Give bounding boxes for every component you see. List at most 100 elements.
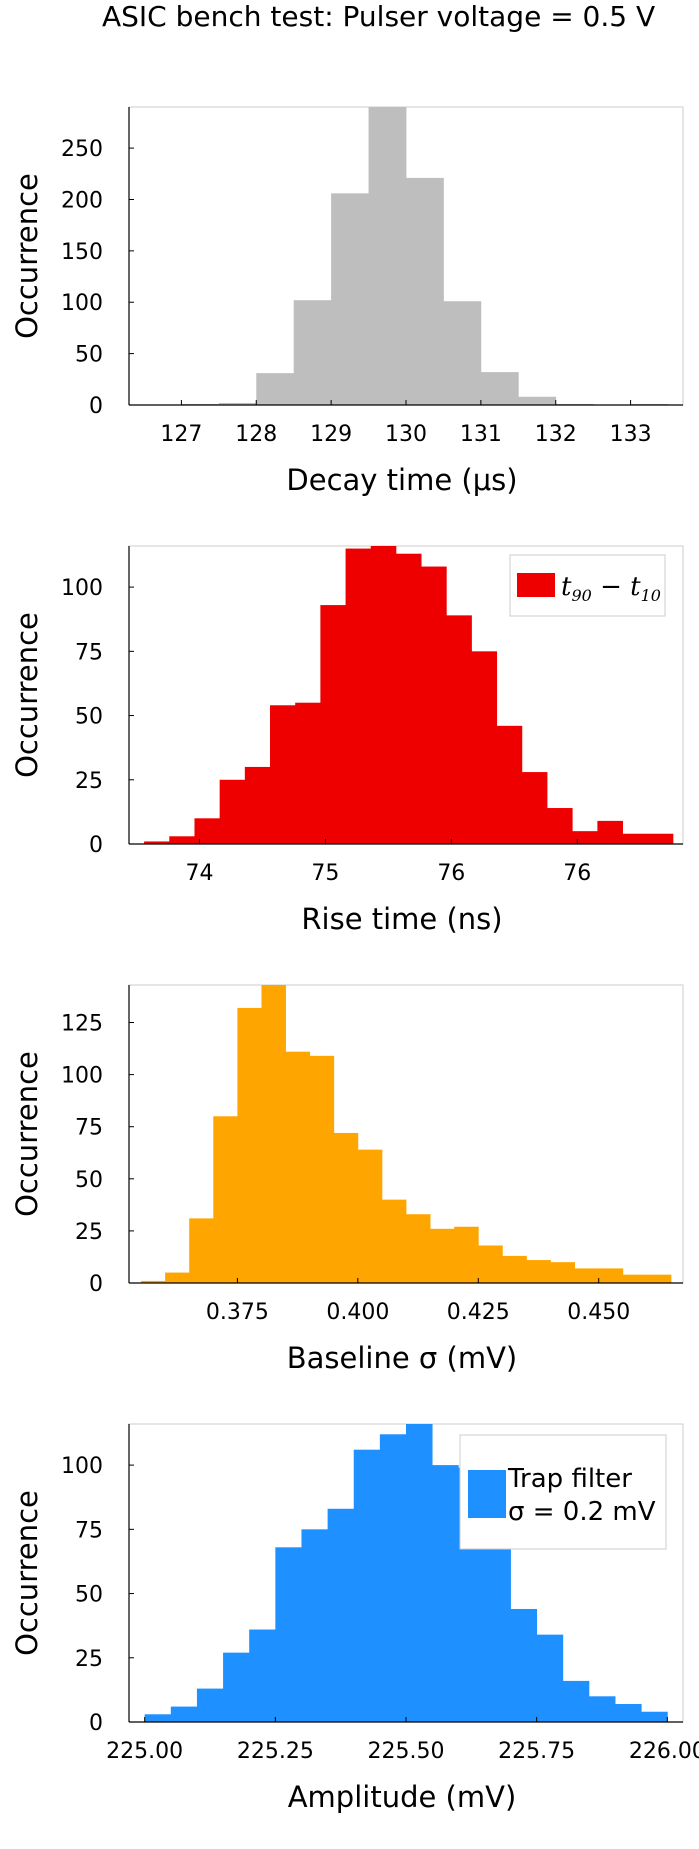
y-tick-label: 200 xyxy=(61,188,103,213)
histogram-bar xyxy=(381,1199,407,1283)
histogram-bar xyxy=(502,1255,527,1283)
x-tick-label: 225.00 xyxy=(106,1739,183,1764)
histogram-bar xyxy=(309,1055,335,1283)
x-tick-label: 133 xyxy=(610,422,652,447)
y-tick-label: 25 xyxy=(75,1647,103,1672)
legend-swatch xyxy=(468,1470,506,1518)
histogram-panel-2: 0 25 50 75 100 74 75 76 76 Rise time (ns) Occurren… xyxy=(10,545,684,936)
histogram-bar xyxy=(406,1424,433,1722)
histogram-bar xyxy=(141,1280,166,1283)
y-tick-label: 25 xyxy=(75,1220,103,1245)
x-tick-label: 225.75 xyxy=(498,1739,575,1764)
x-tick-label: 225.25 xyxy=(237,1739,314,1764)
histogram-bar xyxy=(622,1274,648,1283)
histogram-bar xyxy=(194,818,221,844)
histogram-bar xyxy=(223,1652,250,1722)
legend-label-line2: σ = 0.2 mV xyxy=(508,1497,656,1527)
histogram-bar xyxy=(446,615,472,844)
histogram-bar xyxy=(536,1634,564,1722)
figure-title: ASIC bench test: Pulser voltage = 0.5 V xyxy=(102,0,655,33)
x-axis-label: Rise time (ns) xyxy=(301,902,502,936)
histogram-bar xyxy=(244,766,271,844)
histogram-bar xyxy=(327,1508,355,1722)
histogram-bar xyxy=(550,1262,576,1283)
histogram-bar xyxy=(478,1245,503,1283)
histogram-bar xyxy=(169,836,195,844)
histogram-bar xyxy=(270,705,296,844)
histogram-bar xyxy=(432,1465,459,1722)
y-tick-label: 150 xyxy=(61,240,103,265)
histogram-bar xyxy=(547,808,573,844)
histogram-bar xyxy=(189,1218,214,1283)
histogram-bar xyxy=(421,566,447,844)
histogram-bar xyxy=(261,985,286,1283)
x-tick-label: 127 xyxy=(160,422,202,447)
histogram-bar xyxy=(395,553,422,844)
x-tick-label: 0.400 xyxy=(326,1300,389,1325)
histogram-bar xyxy=(588,1696,616,1722)
x-tick-label: 76 xyxy=(437,861,465,886)
y-tick-label: 0 xyxy=(89,394,103,419)
histogram-bar xyxy=(430,1228,455,1283)
y-tick-label: 100 xyxy=(61,1064,103,1089)
histogram-bar xyxy=(256,373,295,405)
histogram-bar xyxy=(510,1608,538,1722)
histogram-bar xyxy=(521,772,548,844)
x-tick-label: 226.00 xyxy=(629,1739,699,1764)
x-axis-label: Baseline σ (mV) xyxy=(287,1341,518,1375)
histogram-bar xyxy=(572,831,598,844)
legend-label: t90 − t10 xyxy=(561,572,661,605)
y-axis-label: Occurrence xyxy=(10,1051,44,1217)
histogram-bar xyxy=(353,1449,381,1722)
histogram-bar xyxy=(484,1542,511,1722)
histogram-bar xyxy=(574,1268,600,1283)
legend-swatch xyxy=(517,573,555,597)
y-tick-label: 50 xyxy=(75,1168,103,1193)
histogram-bar xyxy=(615,1704,642,1722)
histogram-bar xyxy=(370,546,397,844)
histogram-bar xyxy=(622,833,649,844)
y-tick-label: 0 xyxy=(89,1711,103,1736)
histogram-bar xyxy=(295,702,321,844)
x-tick-label: 75 xyxy=(311,861,339,886)
x-tick-label: 0.425 xyxy=(447,1300,510,1325)
histogram-bar xyxy=(379,1434,407,1722)
histogram-panel-4: 0 25 50 75 100 225.00 225.25 225.50 225.75 226.00… xyxy=(10,1423,699,1814)
y-tick-label: 100 xyxy=(61,576,103,601)
histogram-bar xyxy=(597,820,623,844)
y-tick-label: 50 xyxy=(75,1583,103,1608)
x-axis-label: Decay time (μs) xyxy=(286,463,517,497)
histogram-bar xyxy=(333,1132,359,1283)
x-tick-label: 0.375 xyxy=(206,1300,269,1325)
y-tick-label: 100 xyxy=(61,291,103,316)
histogram-bar xyxy=(443,301,482,405)
x-axis-label: Amplitude (mV) xyxy=(288,1780,517,1814)
histogram-bar xyxy=(357,1149,383,1283)
y-tick-label: 75 xyxy=(75,1116,103,1141)
histogram-bar xyxy=(165,1272,190,1283)
histogram-bar xyxy=(218,402,257,405)
histogram-bar xyxy=(641,1711,668,1722)
histogram-bar xyxy=(406,177,444,405)
y-tick-label: 75 xyxy=(75,1518,103,1543)
y-axis-label: Occurrence xyxy=(10,173,44,339)
histogram-bar xyxy=(526,1260,551,1283)
histogram-panel-1: 0 50 100 150 200 250 127 128 129 130 131 132 133 Deca… xyxy=(10,106,684,497)
histogram-bar xyxy=(480,372,519,405)
histogram-bar xyxy=(454,1226,479,1283)
y-tick-label: 75 xyxy=(75,640,103,665)
histogram-bar xyxy=(496,725,523,844)
y-tick-label: 0 xyxy=(89,1272,103,1297)
y-tick-label: 250 xyxy=(61,137,103,162)
histogram-bar xyxy=(471,651,498,844)
x-tick-label: 225.50 xyxy=(368,1739,445,1764)
y-tick-label: 25 xyxy=(75,769,103,794)
y-tick-label: 50 xyxy=(75,705,103,730)
x-tick-label: 131 xyxy=(460,422,502,447)
histogram-bar xyxy=(301,1529,329,1722)
histogram-bar xyxy=(331,193,369,405)
histogram-bar xyxy=(275,1547,302,1722)
histogram-bar xyxy=(144,841,170,844)
